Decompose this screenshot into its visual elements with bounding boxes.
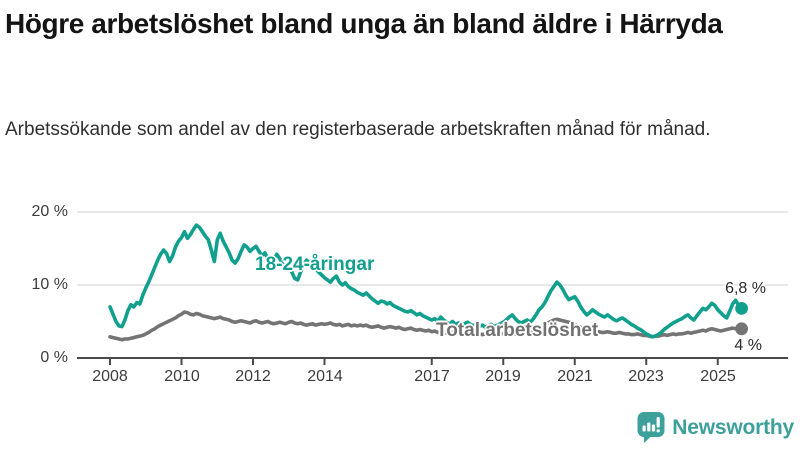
x-tick-label: 2010: [164, 368, 200, 385]
x-tick-label: 2008: [92, 368, 128, 385]
x-tick-label: 2021: [557, 368, 593, 385]
x-tick-label: 2012: [235, 368, 271, 385]
series-end-dot-18-24-åringar: [735, 302, 748, 315]
x-tick-label: 2023: [628, 368, 664, 385]
end-value-label-youth: 6,8 %: [725, 280, 766, 297]
chart-subtitle: Arbetssökande som andel av den registerb…: [5, 119, 711, 140]
y-tick-label: 10 %: [31, 276, 68, 293]
y-tick-label: 0 %: [40, 349, 68, 366]
x-tick-label: 2019: [485, 368, 521, 385]
end-value-label-total: 4 %: [734, 337, 762, 354]
newsworthy-logo: Newsworthy: [636, 411, 794, 444]
series-label-youth: 18-24-åringar: [255, 254, 375, 275]
series-end-dot-Total arbetslöshet: [735, 322, 748, 336]
newsworthy-logo-text: Newsworthy: [672, 415, 794, 439]
y-tick-label: 20 %: [31, 203, 68, 220]
page-title: Högre arbetslöshet bland unga än bland ä…: [5, 8, 723, 39]
x-tick-label: 2025: [700, 368, 736, 385]
x-tick-label: 2017: [414, 368, 450, 385]
newsworthy-chart-bubble-icon: [637, 412, 665, 443]
x-tick-label: 2014: [307, 368, 343, 385]
series-line-Total arbetslöshet: [108, 310, 744, 342]
series-label-total: Total arbetslöshet: [436, 320, 599, 341]
series-line-18-24-åringar: [108, 223, 744, 339]
